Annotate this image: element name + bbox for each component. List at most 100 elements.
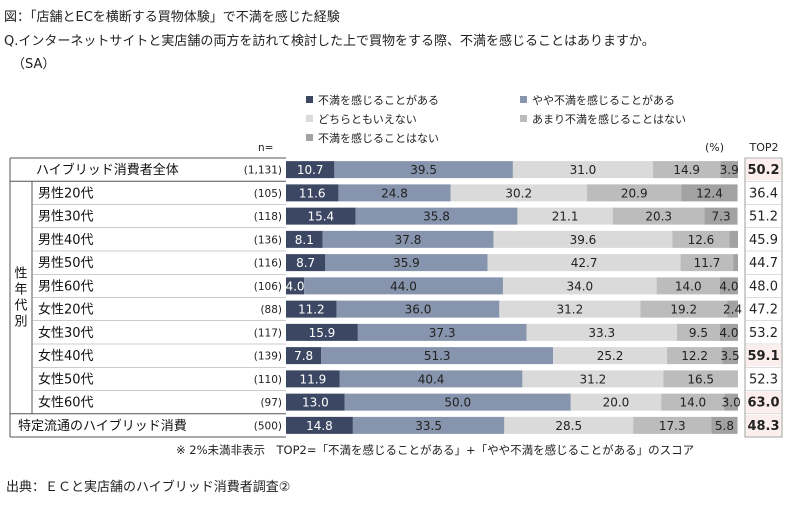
bar-segment (733, 254, 738, 272)
legend-label: どちらともいえない (318, 113, 417, 126)
group-label-char: 代 (14, 299, 27, 314)
bar-segment (724, 393, 738, 411)
legend-swatch (306, 115, 313, 122)
top2-value: 51.2 (749, 210, 778, 225)
bar-segment (727, 300, 738, 318)
category-label: 女性20代 (38, 302, 94, 318)
sample-size-label: (1,131) (244, 165, 282, 177)
data-label: 42.7 (571, 256, 598, 270)
category-label: ハイブリッド消費者全体 (36, 162, 179, 178)
data-label: 39.6 (570, 233, 597, 247)
percent-unit-label: (%) (705, 141, 724, 154)
data-label: 20.0 (603, 396, 630, 410)
bar-segment (570, 393, 662, 411)
bar-segment (336, 300, 500, 318)
data-label: 37.8 (395, 233, 422, 247)
top2-value: 53.2 (749, 326, 778, 341)
legend-swatch (306, 96, 313, 103)
data-label: 40.4 (418, 372, 445, 386)
data-label: 28.5 (555, 419, 582, 433)
bar-segment (522, 370, 664, 388)
bar-segment (502, 277, 657, 295)
data-label: 11.6 (299, 186, 326, 200)
bar-segment (338, 184, 451, 202)
legend-label: やや不満を感じることがある (532, 93, 675, 107)
data-label: 15.4 (307, 210, 334, 224)
bar-segment (286, 323, 358, 341)
data-label: 31.2 (556, 303, 583, 317)
bar-segment (499, 300, 641, 318)
top2-value: 50.2 (747, 163, 779, 178)
bar-segment (286, 254, 326, 272)
data-label: 12.2 (681, 349, 708, 363)
top2-value: 45.9 (749, 233, 778, 248)
bar-segment (517, 207, 613, 225)
legend-swatch (520, 96, 527, 103)
bar-segment (286, 370, 340, 388)
data-label: 3.0 (722, 396, 741, 410)
bar-segment (325, 254, 488, 272)
category-label: 女性60代 (38, 395, 94, 411)
data-label: 25.2 (597, 349, 624, 363)
legend-swatch (520, 115, 527, 122)
bar-segment (321, 347, 554, 365)
data-label: 12.4 (696, 186, 723, 200)
group-label-char: 別 (14, 315, 27, 330)
bar-segment (339, 370, 523, 388)
bar-segment (672, 230, 730, 248)
bar-segment (304, 277, 503, 295)
bar-segment (587, 184, 682, 202)
sample-size-label: (88) (260, 304, 282, 316)
top2-value: 44.7 (749, 256, 778, 271)
data-label: 3.9 (720, 163, 739, 177)
bar-segment (640, 300, 728, 318)
sample-size-label: (110) (254, 374, 282, 386)
data-label: 7.8 (294, 349, 313, 363)
top2-value: 48.3 (747, 419, 779, 434)
legend-label: 不満を感じることはない (318, 132, 439, 145)
top2-highlight-bg (746, 414, 781, 436)
data-label: 11.9 (300, 372, 327, 386)
data-label: 5.8 (715, 419, 734, 433)
category-label: 女性30代 (38, 325, 94, 341)
data-label: 2.4 (723, 303, 742, 317)
data-label: 11.2 (298, 303, 325, 317)
top2-highlight-bg (746, 159, 781, 181)
data-label: 13.0 (302, 396, 329, 410)
bar-segment (286, 184, 339, 202)
bar-segment (526, 323, 677, 341)
data-label: 20.3 (645, 210, 672, 224)
sample-size-label: (116) (254, 258, 282, 270)
top2-highlight-bg (746, 345, 781, 367)
bar-segment (357, 323, 527, 341)
sample-size-label: (97) (260, 397, 282, 409)
category-label: 女性40代 (38, 348, 94, 364)
sample-size-label: (500) (254, 420, 282, 432)
sample-size-label: (117) (254, 327, 282, 339)
bar-segment (512, 161, 654, 179)
top2-header: TOP2 (748, 141, 778, 154)
bar-segment (656, 277, 720, 295)
data-label: 9.5 (689, 326, 708, 340)
bar-segment (286, 300, 337, 318)
data-label: 11.7 (694, 256, 721, 270)
category-label: 男性30代 (38, 210, 94, 225)
sample-size-label: (106) (254, 281, 282, 293)
bar-segment (663, 370, 738, 388)
group-label-char: 性 (14, 267, 27, 282)
bar-segment (704, 207, 738, 225)
data-label: 14.9 (673, 163, 700, 177)
data-label: 50.0 (444, 396, 471, 410)
data-label: 31.2 (580, 372, 607, 386)
data-label: 8.7 (296, 256, 315, 270)
data-label: 10.7 (297, 163, 324, 177)
data-label: 8.1 (295, 233, 314, 247)
top2-value: 47.2 (749, 303, 778, 318)
bar-segment (653, 161, 721, 179)
sample-size-label: (118) (254, 211, 282, 223)
bar-segment (661, 393, 725, 411)
question-text: Q.インターネットサイトと実店舗の両方を訪れて検討した上で買物をする際、不満を感… (4, 34, 655, 49)
bar-segment (711, 416, 738, 434)
bar-segment (681, 184, 738, 202)
